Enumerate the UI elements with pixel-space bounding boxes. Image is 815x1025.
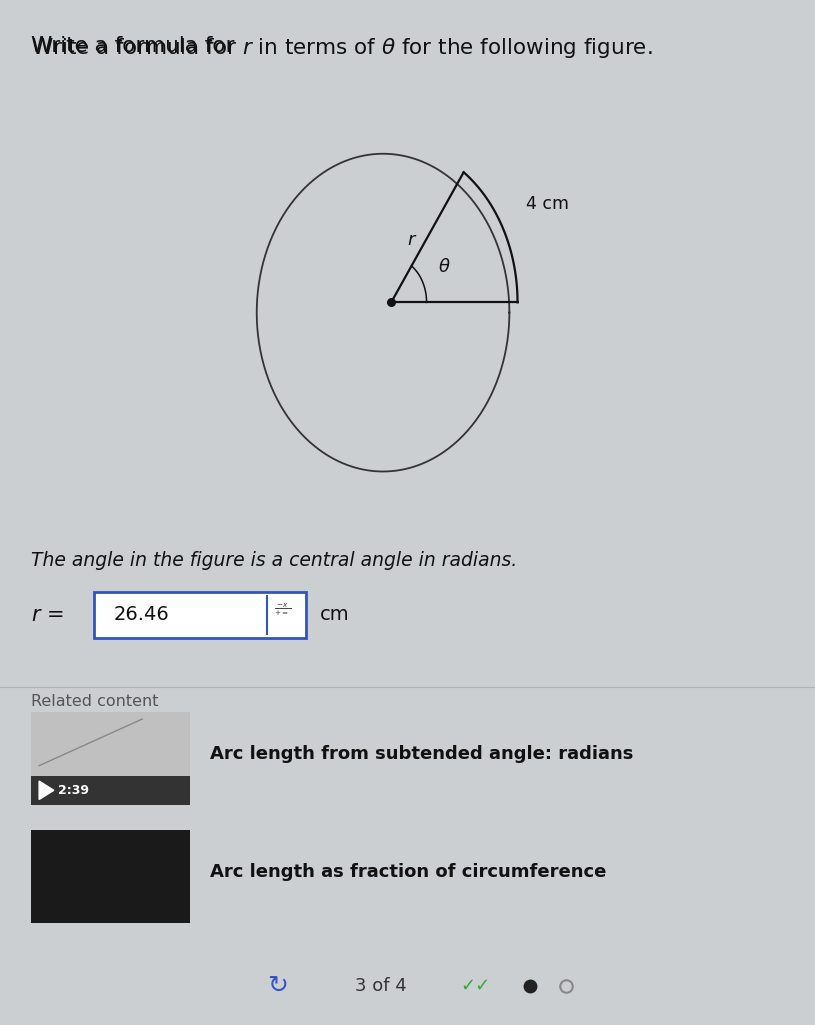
Text: θ: θ [439,258,450,277]
FancyBboxPatch shape [31,712,190,779]
Text: $\frac{-x}{+=}$: $\frac{-x}{+=}$ [275,602,291,618]
Text: $r$ =: $r$ = [31,605,64,625]
Text: r: r [408,231,415,249]
Text: 4 cm: 4 cm [526,195,570,212]
FancyBboxPatch shape [94,592,306,638]
Polygon shape [39,781,54,800]
Text: Arc length from subtended angle: radians: Arc length from subtended angle: radians [210,745,633,763]
Text: Write a formula for: Write a formula for [31,36,241,56]
Text: 3 of 4: 3 of 4 [355,977,406,995]
Text: cm: cm [320,606,350,624]
Text: Arc length as fraction of circumference: Arc length as fraction of circumference [210,863,606,880]
Text: The angle in the figure is a central angle in radians.: The angle in the figure is a central ang… [31,551,518,571]
Text: ↻: ↻ [267,974,288,998]
Text: Related content: Related content [31,694,158,709]
Text: ✓✓: ✓✓ [460,977,491,995]
Text: 2:39: 2:39 [58,784,89,796]
Text: 26.46: 26.46 [114,606,170,624]
FancyBboxPatch shape [31,776,190,805]
Text: Write a formula for $r$ in terms of $\theta$ for the following figure.: Write a formula for $r$ in terms of $\th… [31,36,653,59]
FancyBboxPatch shape [31,830,190,922]
